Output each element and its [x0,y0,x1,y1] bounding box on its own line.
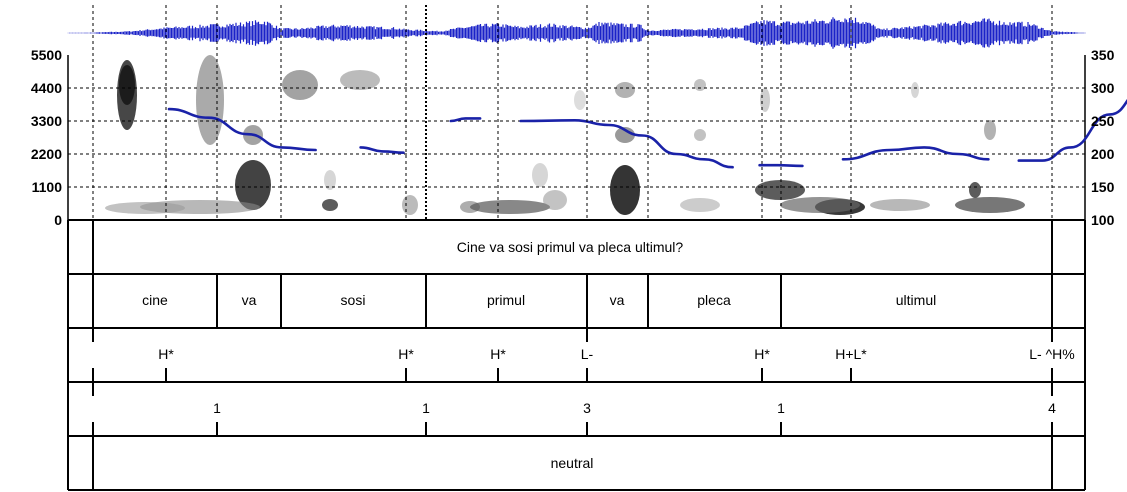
tone-label: H+L* [835,346,867,362]
pitch-segment [359,146,405,154]
tone-label: L- ^H% [1029,346,1074,362]
break-label: 4 [1048,400,1056,416]
pitch-segment [758,163,804,168]
tone-label: H* [490,346,506,362]
left-tick-label: 5500 [31,47,62,63]
spectrogram-blob [235,160,271,210]
spectrogram-blob [402,195,418,215]
spectrogram-blob [694,79,706,91]
spectrogram-blob [532,163,548,187]
spectrogram-blob [610,165,640,215]
break-label: 1 [213,400,221,416]
spectrogram-blob [119,65,135,105]
utterance-label: Cine va sosi primul va pleca ultimul? [457,239,684,255]
spectrogram-blob [196,55,224,145]
left-tick-label: 2200 [31,146,62,162]
spectrogram-blob [760,88,770,112]
left-tick-label: 0 [54,212,62,228]
waveform-trace [67,17,1086,49]
spectrogram-blob [694,129,706,141]
spectrogram-blob [105,202,185,214]
spectrogram-blob [680,198,720,212]
pitch-segment [1017,98,1127,162]
spectrogram-blob [615,127,635,143]
spectrogram-blob [755,180,805,200]
spectrogram-blob [324,170,336,190]
right-tick-label: 100 [1091,212,1115,228]
word-label: cine [142,292,168,308]
spectrogram-gridlines [68,87,1085,188]
word-label: pleca [697,292,731,308]
break-label: 1 [422,400,430,416]
right-tick-label: 300 [1091,80,1115,96]
spectrogram-energy [105,55,1025,215]
spectrogram-blob [984,120,996,140]
spectrogram-blob [969,182,981,198]
left-axis-ticks: 5500 4400 3300 2200 1100 0 [31,47,62,228]
break-label: 1 [777,400,785,416]
pitch-segment [449,117,482,123]
spectrogram-blob [282,70,318,100]
word-label: ultimul [896,292,936,308]
left-tick-label: 3300 [31,113,62,129]
left-tick-label: 1100 [32,179,63,195]
pitch-segment [167,107,317,152]
waveform [67,17,1086,49]
spectrogram-blob [955,197,1025,213]
pitch-segment [841,146,990,161]
tone-label: H* [158,346,174,362]
spectrogram-blob [322,199,338,211]
spectrogram-blob [615,82,635,98]
right-tick-label: 350 [1091,47,1115,63]
word-label: primul [487,292,525,308]
spectrogram-blob [911,82,919,98]
word-label: va [610,292,625,308]
spectrogram-blob [543,190,567,210]
spectrogram-blob [780,197,860,213]
tone-label: H* [754,346,770,362]
note-label: neutral [551,455,594,471]
break-label: 3 [583,400,591,416]
spectrogram-blob [574,90,586,110]
spectrogram [67,55,1127,220]
spectrogram-blob [470,200,550,214]
pitch-segment [519,118,734,169]
annotation-tiers [67,219,1086,491]
left-tick-label: 4400 [31,80,62,96]
tone-label: L- [581,346,594,362]
tone-label: H* [398,346,414,362]
right-axis-ticks: 350 300 250 200 150 100 [1091,47,1115,228]
word-label: va [242,292,257,308]
pitch-track [167,98,1127,169]
right-tick-label: 150 [1091,179,1115,195]
spectrogram-blob [340,70,380,90]
word-label: sosi [341,292,366,308]
spectrogram-blob [870,199,930,211]
tier-labels: Cine va sosi primul va pleca ultimul? ci… [142,239,1075,471]
right-tick-label: 200 [1091,146,1115,162]
right-tick-label: 250 [1091,113,1115,129]
